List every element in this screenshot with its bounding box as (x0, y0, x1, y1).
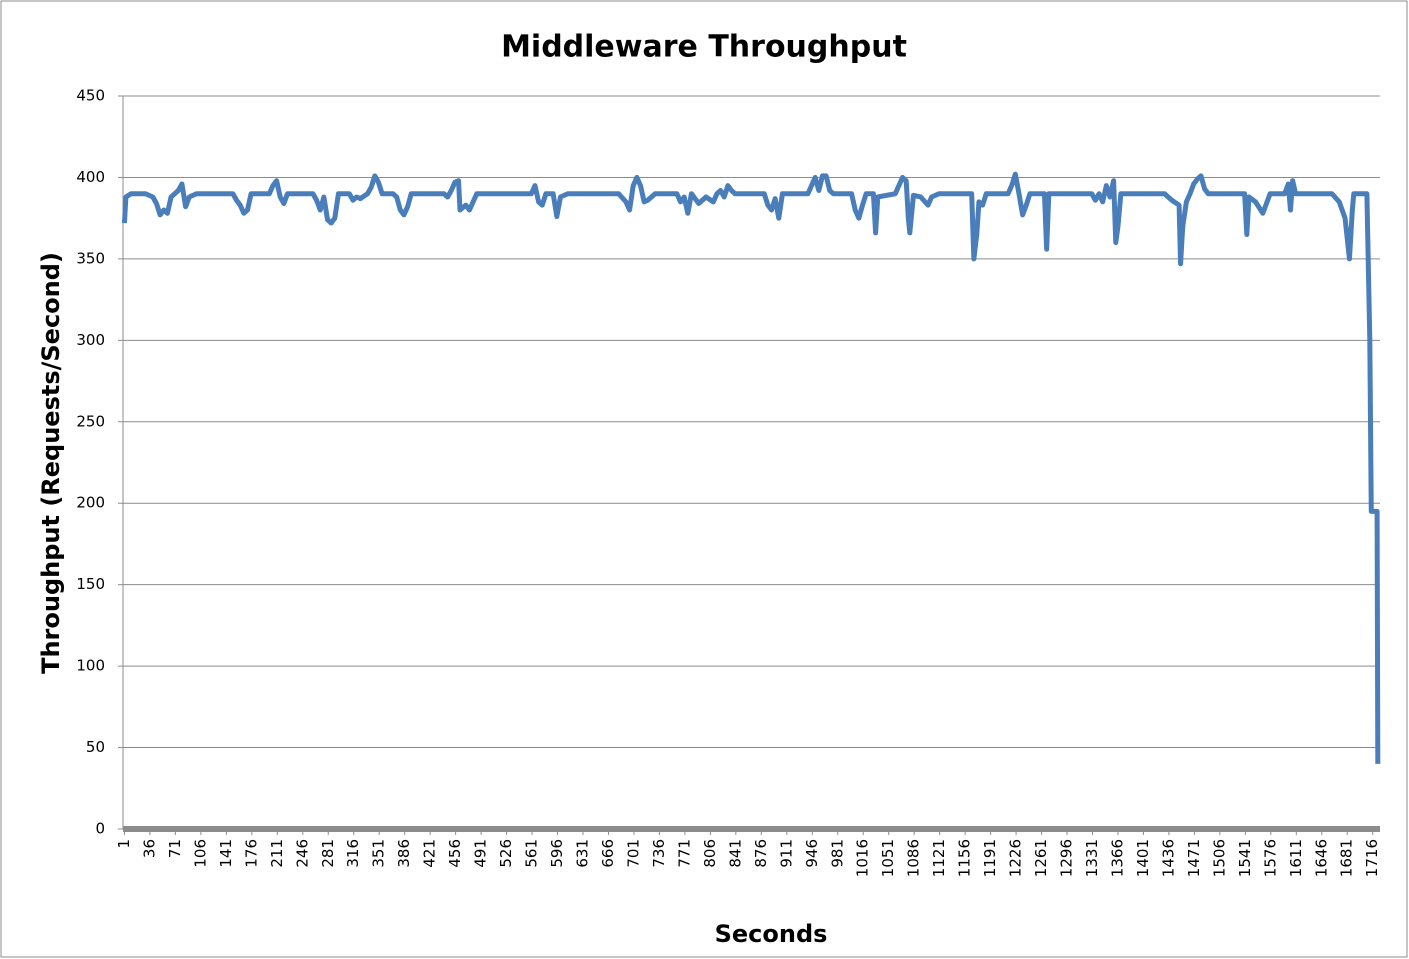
x-tick-label: 1401 (1134, 839, 1152, 877)
chart-title: Middleware Throughput (501, 30, 907, 65)
x-tick-label: 246 (293, 839, 311, 868)
x-tick-label: 386 (395, 839, 413, 868)
x-tick-label: 351 (370, 839, 388, 868)
x-tick-label: 421 (421, 839, 439, 868)
x-tick-label: 1681 (1338, 839, 1356, 877)
x-tick-label: 1716 (1363, 839, 1381, 877)
x-axis-label: Seconds (715, 920, 828, 948)
x-tick-label: 1506 (1210, 839, 1228, 877)
x-tick-label: 1296 (1058, 839, 1076, 877)
x-tick-label: 456 (446, 839, 464, 868)
y-tick-label: 0 (95, 820, 105, 838)
x-tick-label: 561 (523, 839, 541, 868)
y-tick-label: 300 (76, 331, 105, 349)
x-tick-label: 876 (752, 839, 770, 868)
x-tick-label: 666 (599, 839, 617, 868)
y-tick-label: 350 (76, 249, 105, 267)
x-tick-label: 176 (242, 839, 260, 868)
x-tick-label: 141 (217, 839, 235, 868)
y-tick-label: 150 (76, 575, 105, 593)
x-tick-label: 1191 (981, 839, 999, 877)
x-tick-label: 106 (191, 839, 209, 868)
x-tick-label: 1 (115, 839, 133, 849)
x-tick-label: 1471 (1185, 839, 1203, 877)
y-tick-label: 250 (76, 412, 105, 430)
x-tick-label: 841 (726, 839, 744, 868)
y-tick-label: 200 (76, 494, 105, 512)
y-tick-label: 100 (76, 657, 105, 675)
x-tick-label: 596 (548, 839, 566, 868)
x-tick-label: 1366 (1108, 839, 1126, 877)
x-tick-label: 491 (472, 839, 490, 868)
x-tick-label: 1261 (1032, 839, 1050, 877)
y-tick-label: 450 (76, 87, 105, 105)
x-tick-label: 771 (675, 839, 693, 868)
x-tick-label: 806 (701, 839, 719, 868)
x-tick-label: 71 (166, 839, 184, 858)
x-tick-label: 526 (497, 839, 515, 868)
data-line (121, 171, 1381, 764)
x-tick-label: 211 (268, 839, 286, 868)
y-axis-label: Throughput (Requests/Second) (37, 252, 65, 674)
x-tick-label: 36 (140, 839, 158, 858)
x-tick-label: 1331 (1083, 839, 1101, 877)
x-tick-label: 316 (344, 839, 362, 868)
x-tick-label: 981 (828, 839, 846, 868)
x-tick-label: 701 (624, 839, 642, 868)
x-tick-label: 1646 (1312, 839, 1330, 877)
y-tick-label: 400 (76, 168, 105, 186)
x-tick-label: 1436 (1159, 839, 1177, 877)
x-tick-label: 1121 (930, 839, 948, 877)
x-tick-label: 1086 (905, 839, 923, 877)
x-tick-label: 1051 (879, 839, 897, 877)
x-tick-label: 281 (319, 839, 337, 868)
x-tick-label: 946 (803, 839, 821, 868)
x-tick-label: 1611 (1287, 839, 1305, 877)
x-tick-label: 1016 (854, 839, 872, 877)
x-tick-label: 631 (574, 839, 592, 868)
y-tick-label: 50 (86, 738, 105, 756)
x-tick-label: 1576 (1261, 839, 1279, 877)
x-tick-label: 911 (777, 839, 795, 868)
x-tick-label: 1156 (956, 839, 974, 877)
x-tick-label: 736 (650, 839, 668, 868)
x-tick-label: 1226 (1007, 839, 1025, 877)
x-tick-label: 1541 (1236, 839, 1254, 877)
